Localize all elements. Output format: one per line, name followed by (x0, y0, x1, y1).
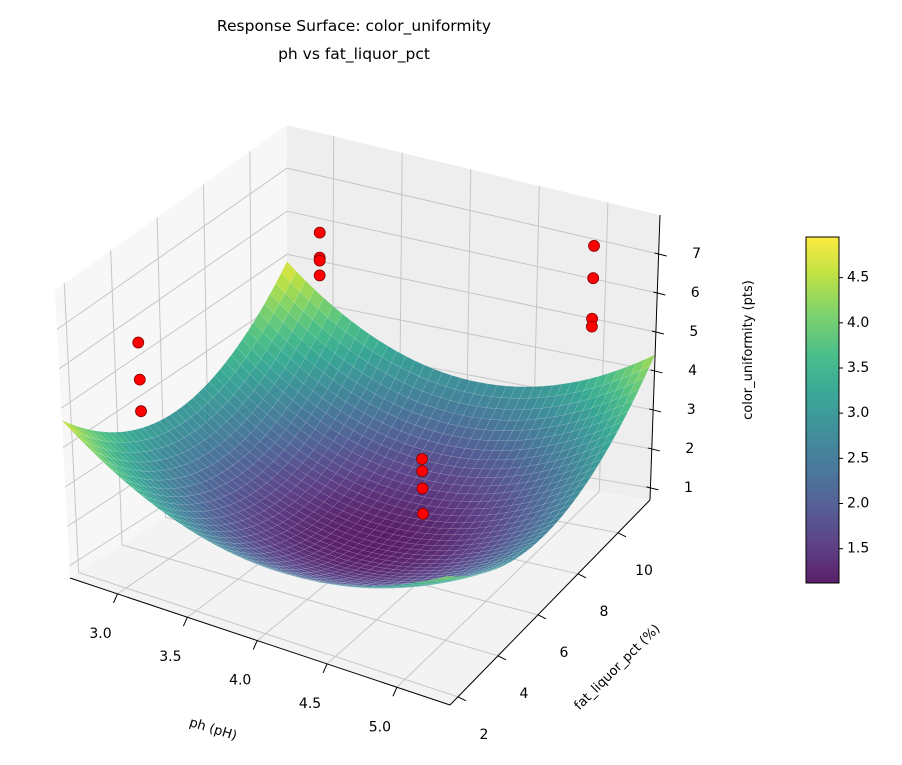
y-gridline (110, 250, 123, 545)
surface-patch (469, 572, 485, 578)
data-point (587, 272, 600, 285)
colorbar-tick-label: 3.5 (847, 360, 869, 376)
surface-patch (586, 458, 603, 472)
z-gridline (286, 167, 659, 255)
z-gridline (56, 167, 288, 330)
colorbar-tick-label: 4.5 (847, 270, 869, 286)
surface-patch (550, 510, 567, 522)
x-tick (182, 617, 188, 627)
y-tick (537, 614, 547, 620)
z-tick (647, 447, 660, 452)
surface-patch (525, 539, 541, 548)
y-tick-label: 6 (560, 645, 569, 661)
z-tick-label: 4 (688, 363, 697, 379)
colorbar: 1.5 2.0 2.5 3.0 3.5 4.0 4.5 (805, 236, 869, 584)
z-tick (653, 291, 666, 296)
data-point (313, 226, 326, 239)
data-point (416, 482, 429, 495)
data-point (133, 373, 146, 386)
y-tick-label: 2 (480, 727, 489, 743)
z-tick-label: 7 (692, 246, 701, 262)
surface-patch (515, 547, 531, 556)
data-point (416, 453, 428, 465)
z-tick-label: 2 (685, 441, 694, 457)
surface-patch (634, 366, 651, 384)
colorbar-tick-label: 2.5 (847, 450, 869, 466)
z-tick-label: 5 (689, 324, 698, 340)
data-point (313, 254, 326, 267)
surface-patch (495, 562, 510, 569)
z-axis-line (649, 214, 661, 501)
chart-subtitle: ph vs fat_liquor_pct (278, 45, 430, 64)
x-tick-label: 3.0 (89, 626, 111, 642)
surface-patch (464, 574, 480, 579)
surface (61, 261, 656, 589)
x-axis-line (69, 577, 451, 706)
z-tick-label: 3 (687, 402, 696, 418)
y-tick (497, 655, 507, 661)
surface-patch (484, 567, 500, 573)
z-tick (654, 252, 667, 257)
x-tick (392, 687, 398, 697)
y-tick (457, 696, 467, 702)
x-tick-label: 5.0 (369, 719, 391, 735)
data-point (585, 320, 598, 333)
surface-patch (510, 551, 526, 560)
colorbar-tick-label: 3.0 (847, 405, 869, 421)
surface-patch (535, 528, 551, 539)
chart-title: Response Surface: color_uniformity (217, 17, 491, 36)
scatter-points (132, 226, 600, 520)
z-tick-label: 1 (684, 480, 693, 496)
y-gridline (121, 544, 499, 657)
x-tick (322, 663, 328, 674)
z-gridline (286, 296, 655, 372)
surface-patch (520, 543, 536, 552)
y-axis-line (449, 499, 651, 706)
y-tick (577, 573, 587, 579)
z-tick (650, 369, 663, 374)
x-axis-label: ph (pH) (187, 715, 238, 744)
x-gridline (396, 491, 600, 688)
data-point (416, 465, 429, 478)
y-tick-label: 8 (600, 604, 609, 620)
z-axis-label: color_uniformity (pts) (741, 280, 756, 420)
surface-patch (437, 575, 453, 580)
z-gridline (58, 210, 288, 370)
data-point (588, 239, 600, 252)
z-gridline (62, 296, 288, 449)
colorbar-tick-label: 4.0 (847, 315, 869, 331)
data-point (132, 336, 145, 349)
x-tick (252, 640, 258, 650)
y-gridline (78, 572, 459, 698)
surface-patch (560, 497, 577, 510)
x-tick-label: 4.5 (299, 696, 321, 712)
z-tick-label: 6 (691, 285, 700, 301)
surface-patch (500, 559, 516, 566)
x-tick-label: 3.5 (159, 649, 181, 665)
x-tick-label: 4.0 (229, 673, 251, 689)
data-point (135, 405, 147, 418)
colorbar-gradient (805, 236, 840, 584)
data-point (313, 269, 326, 282)
colorbar-tick-label: 1.5 (847, 541, 869, 557)
x-tick (113, 593, 118, 604)
y-tick-label: 10 (635, 563, 653, 579)
colorbar-tick-label: 2.0 (847, 496, 869, 512)
z-tick (651, 330, 665, 335)
y-axis-label: fat_liquor_pct (%) (572, 622, 664, 714)
y-tick-label: 4 (520, 686, 529, 702)
z-tick (646, 486, 659, 491)
data-point (417, 507, 429, 520)
surface-patch (546, 517, 562, 528)
y-tick (617, 532, 627, 538)
z-gridline (60, 253, 288, 409)
surface-patch (566, 490, 583, 503)
z-tick (649, 408, 662, 413)
